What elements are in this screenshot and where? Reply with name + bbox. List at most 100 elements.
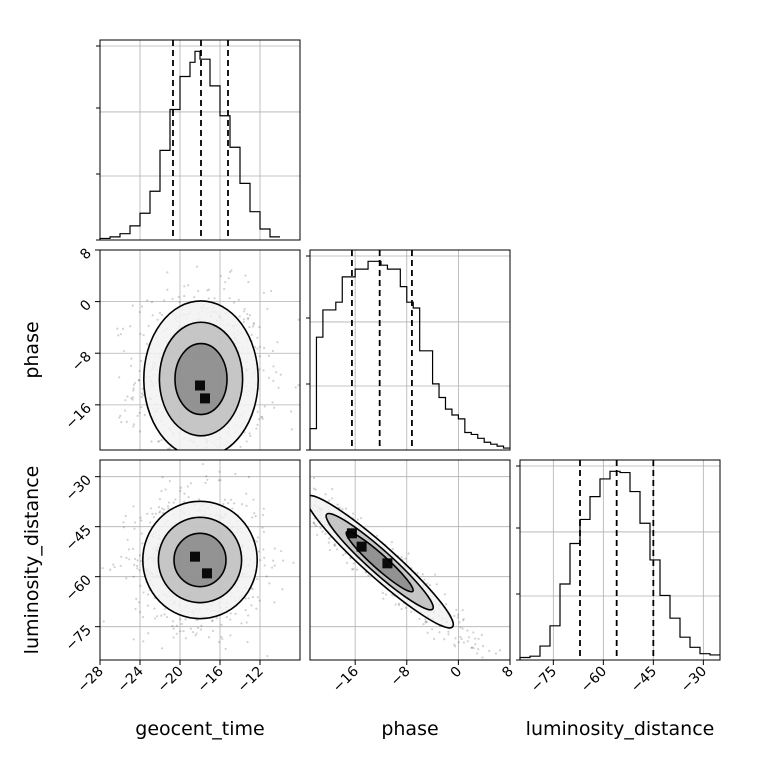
- scatter-point: [232, 502, 236, 505]
- scatter-point: [345, 561, 349, 564]
- scatter-point: [279, 373, 282, 376]
- panel-border: [99, 39, 301, 241]
- scatter-point: [255, 540, 259, 543]
- scatter-point: [301, 490, 303, 492]
- scatter-point: [211, 619, 214, 622]
- contour-line: [174, 342, 228, 416]
- scatter-point: [457, 641, 461, 644]
- scatter-point: [261, 417, 264, 420]
- scatter-point: [272, 365, 275, 368]
- scatter-point: [461, 609, 464, 612]
- scatter-point: [138, 411, 141, 414]
- scatter-point: [178, 451, 180, 453]
- scatter-point: [129, 364, 133, 367]
- scatter-point: [485, 667, 487, 669]
- scatter-point: [117, 334, 120, 337]
- scatter-point: [116, 327, 119, 330]
- scatter-point: [121, 327, 125, 330]
- scatter-point: [410, 610, 413, 613]
- histogram-step-line: [309, 260, 510, 450]
- scatter-point: [474, 643, 477, 646]
- scatter-point: [204, 481, 207, 484]
- histogram-step-line: [519, 470, 720, 660]
- scatter-point: [130, 357, 133, 360]
- contour-body: [116, 226, 300, 483]
- scatter-point: [161, 511, 165, 514]
- scatter-point: [235, 463, 237, 465]
- scatter-point: [153, 607, 156, 610]
- scatter-point: [455, 608, 458, 611]
- scatter-point: [195, 632, 198, 635]
- scatter-point: [165, 615, 169, 619]
- scatter-point: [225, 615, 228, 619]
- scatter-point: [237, 298, 240, 301]
- scatter-point: [172, 627, 175, 630]
- scatter-point: [256, 536, 260, 539]
- scatter-point: [164, 488, 167, 491]
- scatter-point: [142, 334, 145, 337]
- scatter-point: [426, 582, 429, 585]
- scatter-point: [179, 630, 182, 633]
- scatter-point: [434, 573, 437, 576]
- scatter-point: [142, 591, 145, 594]
- scatter-point: [250, 333, 253, 336]
- scatter-point: [282, 559, 285, 562]
- scatter-point: [133, 527, 136, 530]
- scatter-point: [231, 507, 234, 510]
- scatter-point: [147, 457, 149, 459]
- x-tick-label: −28: [75, 664, 107, 696]
- scatter-point: [327, 541, 330, 544]
- scatter-point: [271, 401, 274, 404]
- scatter-point: [175, 624, 178, 627]
- scatter-point: [313, 523, 316, 526]
- scatter-point: [285, 488, 287, 490]
- scatter-point: [94, 629, 96, 631]
- scatter-point: [174, 498, 177, 501]
- scatter-point: [200, 624, 203, 627]
- scatter-point: [220, 635, 223, 639]
- scatter-point: [421, 573, 424, 576]
- scatter-point: [126, 538, 129, 541]
- scatter-point: [315, 524, 318, 527]
- scatter-point: [206, 289, 209, 292]
- scatter-point: [334, 543, 337, 546]
- y-tick-label: −30: [63, 472, 95, 504]
- scatter-point: [254, 226, 256, 228]
- contour-geocent-time-vs-phase: [99, 226, 301, 483]
- scatter-point: [158, 440, 161, 443]
- scatter-point: [256, 336, 259, 339]
- scatter-point: [207, 297, 210, 300]
- x-tick-label: −12: [235, 664, 267, 696]
- scatter-point: [166, 505, 170, 508]
- scatter-point: [367, 574, 370, 577]
- scatter-point: [261, 526, 264, 529]
- scatter-point: [171, 625, 174, 628]
- scatter-point: [163, 613, 166, 616]
- scatter-point: [426, 631, 429, 634]
- scatter-point: [290, 428, 293, 431]
- scatter-point: [460, 637, 463, 641]
- scatter-point: [453, 645, 457, 648]
- scatter-point: [453, 614, 456, 618]
- scatter-point: [171, 297, 174, 300]
- scatter-point: [416, 572, 419, 575]
- scatter-point: [145, 342, 149, 345]
- scatter-point: [197, 289, 200, 293]
- scatter-point: [255, 427, 258, 430]
- scatter-point: [245, 492, 248, 495]
- scatter-point: [242, 318, 246, 321]
- scatter-point: [133, 521, 137, 524]
- scatter-point: [173, 481, 175, 483]
- scatter-point: [228, 297, 231, 300]
- scatter-point: [272, 559, 275, 562]
- scatter-point: [462, 619, 465, 622]
- scatter-point: [356, 568, 359, 571]
- scatter-point: [113, 566, 116, 569]
- scatter-point: [252, 473, 254, 475]
- scatter-point: [243, 456, 245, 458]
- scatter-point: [256, 410, 259, 413]
- scatter-point: [306, 508, 308, 510]
- scatter-point: [119, 414, 122, 417]
- scatter-point: [466, 629, 469, 632]
- density-peak: [190, 551, 200, 562]
